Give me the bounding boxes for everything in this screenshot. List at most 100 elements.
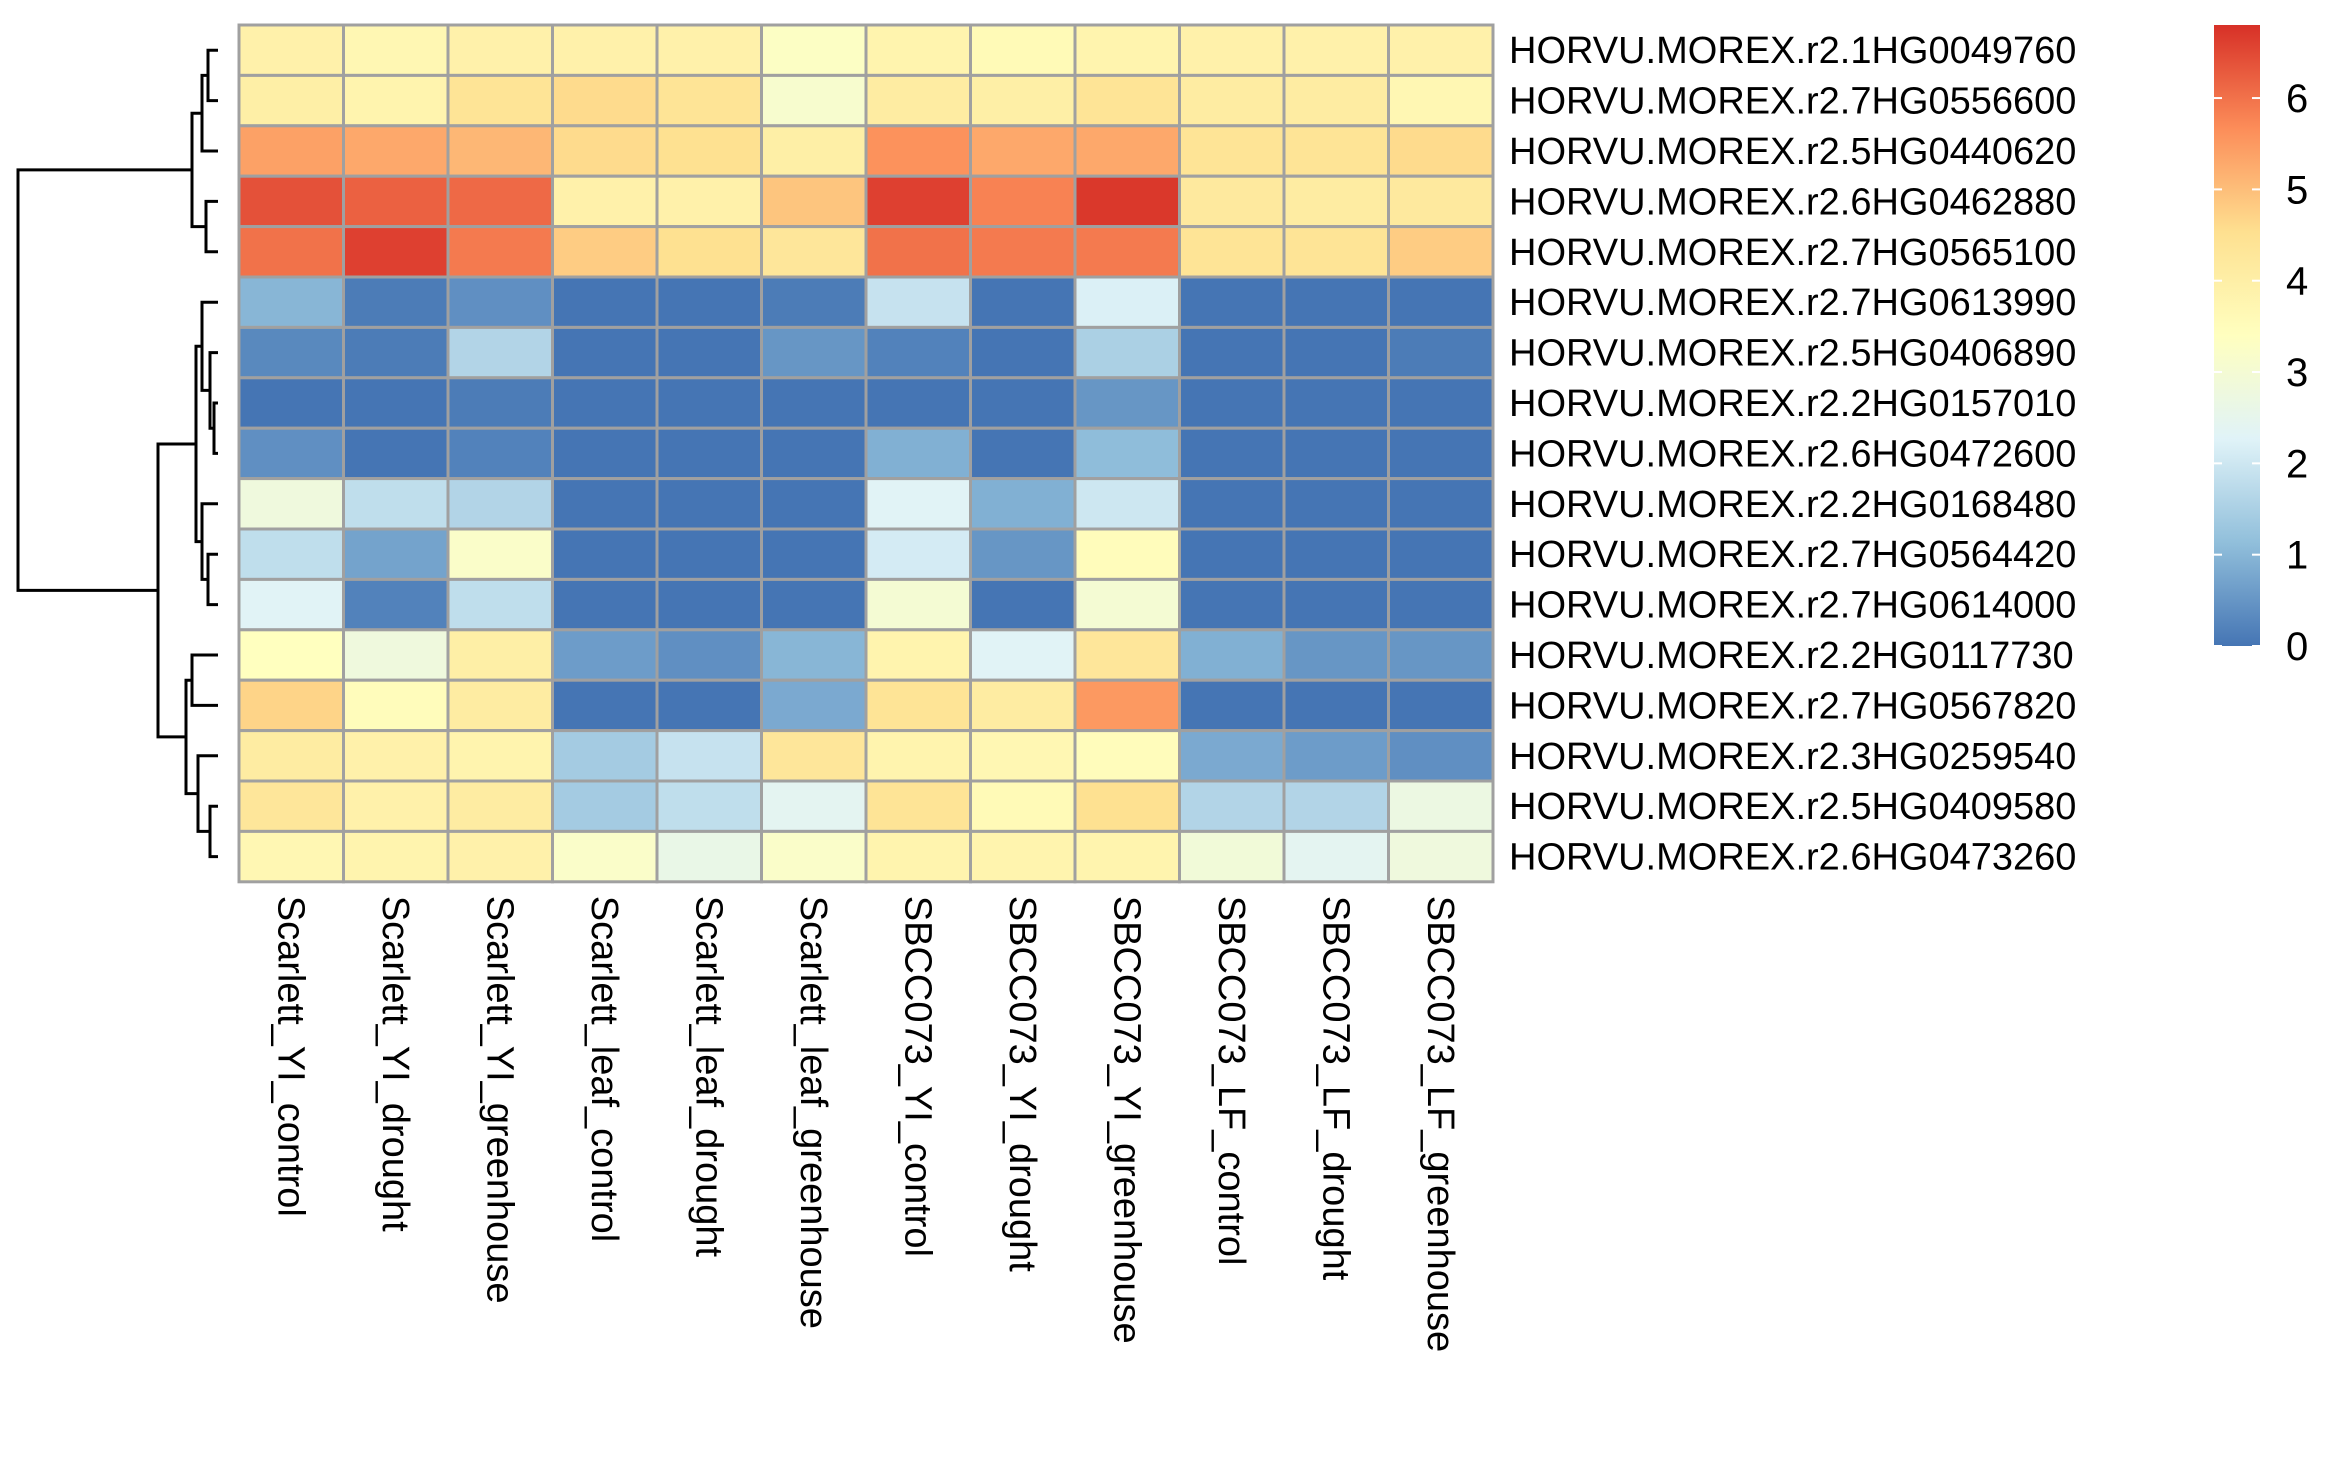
row-labels: HORVU.MOREX.r2.1HG0049760 HORVU.MOREX.r2.…: [1509, 30, 2076, 878]
heatmap-cell: [1178, 779, 1286, 833]
heatmap-cell: [760, 577, 868, 632]
heatmap-cell: [551, 527, 659, 581]
heatmap-cell: [969, 527, 1077, 581]
heatmap-cell: [551, 23, 659, 77]
dendrogram-branch: [204, 199, 218, 254]
row-label: HORVU.MOREX.r2.7HG0564420: [1509, 534, 2076, 576]
heatmap-cell: [1387, 577, 1495, 632]
row-label: HORVU.MOREX.r2.2HG0157010: [1509, 383, 2076, 425]
heatmap-cell: [551, 376, 659, 430]
heatmap-cell: [446, 174, 554, 229]
row-label: HORVU.MOREX.r2.7HG0614000: [1509, 585, 2076, 627]
heatmap-cell: [1073, 678, 1181, 733]
heatmap-cell: [237, 577, 345, 632]
heatmap-cell: [655, 779, 763, 833]
column-label: SBCC073_YI_greenhouse: [1105, 896, 1147, 1344]
heatmap-cell: [1387, 829, 1495, 884]
heatmap-cell: [1073, 23, 1181, 77]
heatmap-cell: [655, 376, 763, 430]
color-scale-legend: 0 1 2 3 4 5 6: [2214, 25, 2308, 669]
heatmap-cell: [1073, 577, 1181, 632]
column-label: SBCC073_LF_control: [1210, 896, 1252, 1266]
heatmap-cell: [342, 527, 450, 581]
heatmap-cell: [1178, 73, 1286, 128]
heatmap-cell: [864, 174, 972, 229]
heatmap-cell: [864, 23, 972, 77]
row-label: HORVU.MOREX.r2.6HG0462880: [1509, 181, 2076, 223]
heatmap-cell: [864, 426, 972, 481]
heatmap-cell: [1073, 527, 1181, 581]
heatmap-cell: [1282, 678, 1390, 733]
heatmap-cell: [655, 628, 763, 682]
column-label: Scarlett_leaf_greenhouse: [792, 896, 834, 1329]
dendrogram-branch: [208, 804, 218, 859]
heatmap-cell: [1282, 275, 1390, 329]
heatmap-cell: [342, 477, 450, 531]
heatmap-cell: [655, 829, 763, 884]
heatmap-cell: [760, 829, 868, 884]
heatmap-cell: [1387, 325, 1495, 380]
heatmap-cell: [969, 23, 1077, 77]
heatmap-cell: [342, 779, 450, 833]
heatmap-cell: [1282, 577, 1390, 632]
heatmap-cell: [237, 23, 345, 77]
heatmap-cell: [1387, 678, 1495, 733]
heatmap-cell: [1073, 73, 1181, 128]
heatmap-cell: [655, 23, 763, 77]
heatmap-cell: [1073, 729, 1181, 783]
column-label: Scarlett_YI_greenhouse: [478, 896, 520, 1304]
column-label: Scarlett_leaf_drought: [687, 896, 729, 1258]
heatmap-cell: [760, 23, 868, 77]
heatmap-cell: [1282, 23, 1390, 77]
heatmap-cell: [342, 23, 450, 77]
heatmap-cell: [342, 124, 450, 178]
heatmap-cell: [1178, 628, 1286, 682]
dendrogram-branch: [200, 73, 218, 153]
heatmap-cell: [655, 527, 763, 581]
heatmap-cell: [969, 275, 1077, 329]
heatmap-cell: [760, 678, 868, 733]
heatmap-cell: [1073, 477, 1181, 531]
heatmap-cell: [969, 225, 1077, 279]
heatmap-cell: [864, 376, 972, 430]
heatmap-cell: [551, 678, 659, 733]
heatmap-cell: [760, 325, 868, 380]
color-scale-tick-label: 5: [2286, 168, 2308, 212]
dendrogram-branch: [156, 442, 196, 739]
heatmap-cell: [969, 325, 1077, 380]
heatmap-cell: [1282, 779, 1390, 833]
heatmap-cell: [342, 628, 450, 682]
heatmap-cell: [446, 73, 554, 128]
heatmap-cell: [237, 73, 345, 128]
heatmap-cell: [1073, 124, 1181, 178]
heatmap-cell: [446, 779, 554, 833]
heatmap-cell: [237, 829, 345, 884]
heatmap-cell: [864, 225, 972, 279]
row-label: HORVU.MOREX.r2.7HG0556600: [1509, 81, 2076, 123]
row-dendrogram: [16, 48, 218, 859]
heatmap-cell: [1073, 174, 1181, 229]
color-scale-tick-label: 2: [2286, 442, 2308, 486]
heatmap-cell: [655, 426, 763, 481]
heatmap-cell: [551, 628, 659, 682]
heatmap-cell: [969, 577, 1077, 632]
heatmap-cell: [969, 678, 1077, 733]
heatmap-cell: [864, 527, 972, 581]
heatmap-cell: [1282, 225, 1390, 279]
heatmap-cell: [864, 628, 972, 682]
heatmap-cell: [655, 73, 763, 128]
column-label: SBCC073_YI_drought: [1001, 896, 1043, 1272]
heatmap-cell: [969, 73, 1077, 128]
heatmap-cell: [551, 426, 659, 481]
heatmap-cell: [1073, 325, 1181, 380]
heatmap-cell: [969, 174, 1077, 229]
heatmap-cell: [237, 628, 345, 682]
heatmap-cell: [1387, 275, 1495, 329]
heatmap-cell: [1387, 124, 1495, 178]
heatmap-cell: [1387, 23, 1495, 77]
heatmap-cell: [342, 73, 450, 128]
column-label: SBCC073_YI_control: [896, 896, 938, 1257]
heatmap-cell: [446, 23, 554, 77]
heatmap-cell: [864, 73, 972, 128]
